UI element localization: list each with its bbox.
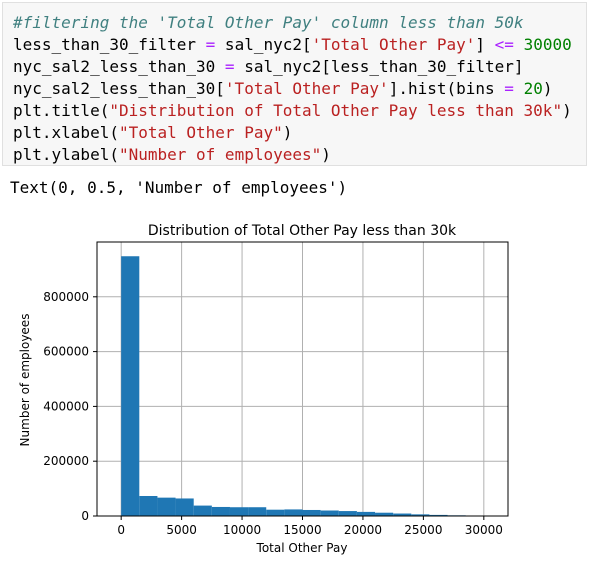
comment-text: #filtering the 'Total Other Pay' column … (13, 13, 524, 32)
string-token: "Total Other Pay" (118, 123, 283, 142)
code-line-ylabel: plt.ylabel("Number of employees") (13, 145, 331, 165)
code-token: ) (282, 123, 293, 142)
histogram-bar (284, 509, 303, 516)
code-token: ) (321, 145, 331, 164)
histogram-bar (375, 512, 394, 516)
y-tick-label: 200000 (43, 454, 89, 468)
code-token: ) (542, 79, 553, 98)
tick-layer: 0 5000 10000 15000 20000 25000 30000 0 200000 400… (43, 290, 503, 537)
operator-token: = (205, 35, 216, 54)
histogram-bar (211, 506, 230, 516)
code-line-hist: nyc_sal2_less_than_30['Total Other Pay']… (13, 79, 552, 99)
bar-layer (121, 256, 484, 516)
code-token: nyc_sal2_less_than_30 (13, 57, 225, 76)
histogram-bar (338, 511, 357, 516)
code-token: sal_nyc2[less_than_30_filter] (234, 57, 524, 76)
code-token: nyc_sal2_less_than_30[ (13, 79, 225, 98)
histogram-bar (248, 507, 267, 516)
grid-layer (97, 242, 508, 517)
histogram-bar (175, 498, 194, 516)
x-tick-label: 10000 (223, 523, 261, 537)
histogram-bar (429, 514, 448, 516)
string-token: "Distribution of Total Other Pay less th… (109, 101, 563, 120)
histogram-bar (157, 497, 176, 516)
code-token: sal_nyc2[ (215, 35, 312, 54)
histogram-bar (411, 514, 430, 516)
x-tick-label: 20000 (344, 523, 382, 537)
histogram-bar (193, 505, 212, 516)
x-tick-label: 25000 (404, 523, 442, 537)
operator-token: = (224, 57, 235, 76)
histogram-bar (320, 510, 339, 516)
histogram-bar (393, 513, 412, 516)
histogram-bar (229, 507, 249, 516)
operator-token: = (504, 79, 514, 98)
code-line-filter: less_than_30_filter = sal_nyc2['Total Ot… (13, 35, 572, 55)
histogram-bar (302, 509, 321, 516)
code-line-title: plt.title("Distribution of Total Other P… (13, 101, 572, 121)
code-token: ] (475, 35, 495, 54)
x-tick-label: 5000 (166, 523, 197, 537)
histogram-bar (121, 256, 140, 516)
code-line-comment: #filtering the 'Total Other Pay' column … (13, 13, 524, 33)
number-token: 20 (523, 79, 543, 98)
y-tick-label: 0 (81, 509, 89, 523)
x-tick-label: 15000 (283, 523, 321, 537)
string-token: "Number of employees" (118, 145, 322, 164)
chart-title: Distribution of Total Other Pay less tha… (148, 223, 457, 239)
number-token: 30000 (523, 35, 572, 54)
code-token: plt.title( (13, 101, 110, 120)
histogram-bar (139, 495, 158, 516)
code-line-assign: nyc_sal2_less_than_30 = sal_nyc2[less_th… (13, 57, 524, 77)
x-axis-label: Total Other Pay (256, 541, 348, 555)
code-token: ) (562, 101, 572, 120)
code-token: plt.ylabel( (13, 145, 119, 164)
string-token: 'Total Other Pay' (311, 35, 476, 54)
operator-token: <= (494, 35, 514, 54)
string-token: 'Total Other Pay' (224, 79, 389, 98)
histogram-bar (356, 511, 376, 516)
y-axis-label: Number of employees (18, 314, 32, 447)
code-token: ].hist(bins (388, 79, 505, 98)
y-tick-label: 600000 (43, 345, 89, 359)
histogram-bar (266, 509, 285, 516)
code-line-xlabel: plt.xlabel("Total Other Pay") (13, 123, 292, 143)
code-token: plt.xlabel( (13, 123, 119, 142)
cell-output-text: Text(0, 0.5, 'Number of employees') (10, 178, 348, 197)
x-tick-label: 30000 (465, 523, 503, 537)
code-cell[interactable]: #filtering the 'Total Other Pay' column … (2, 2, 587, 166)
y-tick-label: 400000 (43, 399, 89, 413)
x-tick-label: 0 (117, 523, 125, 537)
code-token: less_than_30_filter (13, 35, 206, 54)
y-tick-label: 800000 (43, 290, 89, 304)
